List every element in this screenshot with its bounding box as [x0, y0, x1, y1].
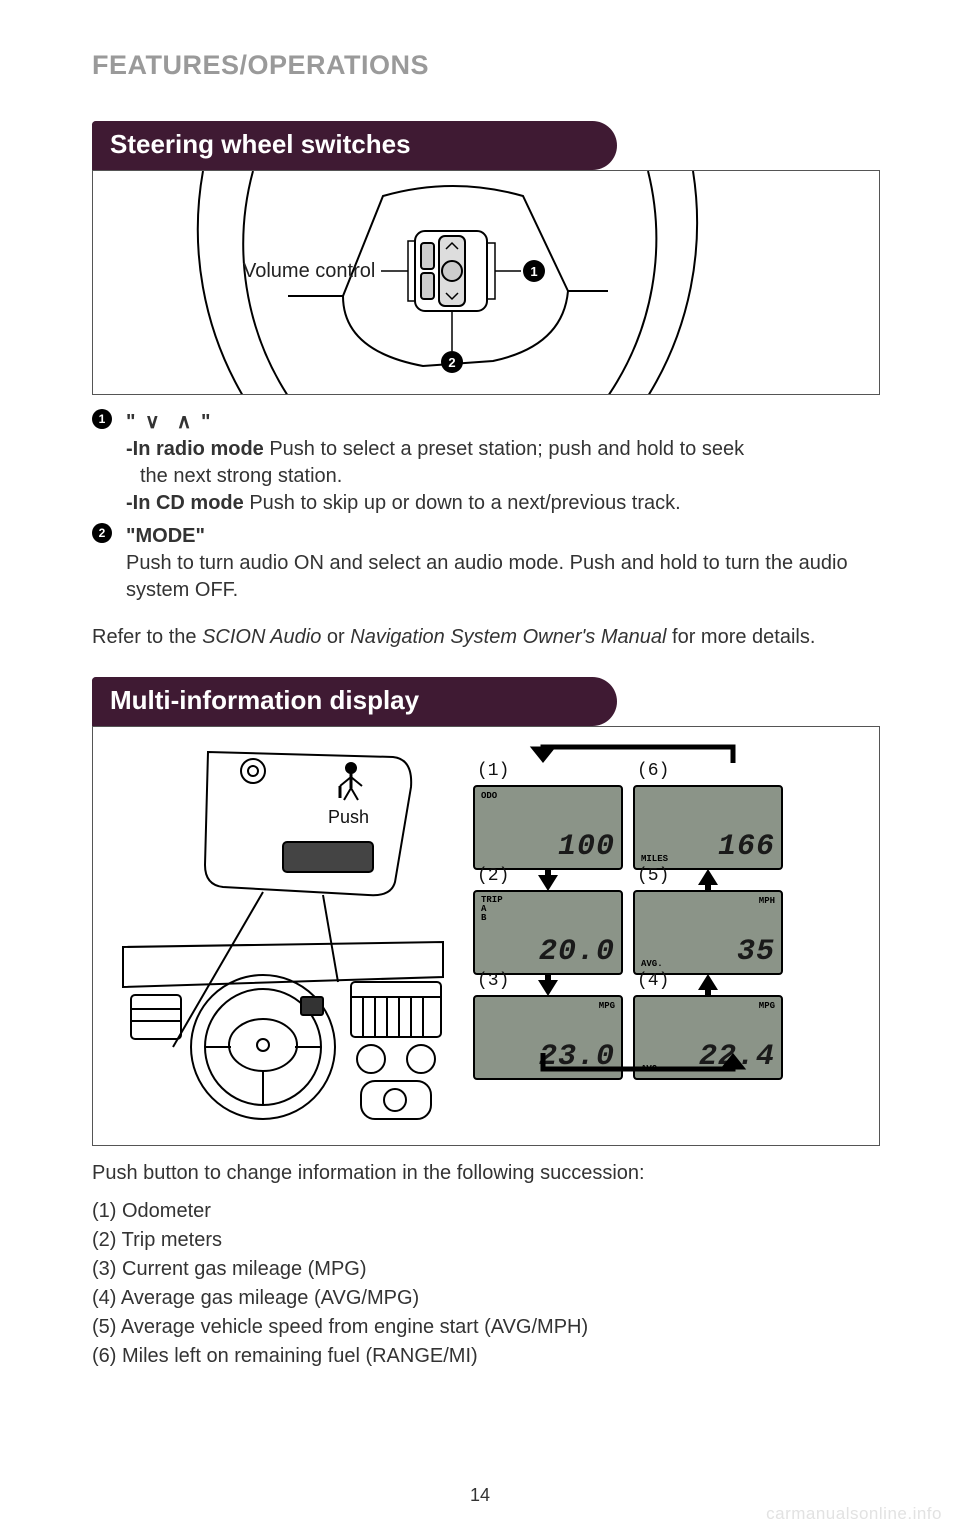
arrow-2-3 — [533, 974, 563, 996]
figure-steering-wheel: Volume control 1 2 — [92, 170, 880, 395]
lcd-label-4: (4) — [637, 971, 669, 991]
lcd-1: (1) ODO 100 — [473, 785, 623, 870]
arrow-4-5 — [693, 974, 723, 996]
lcd-6: (6) 166 MILES — [633, 785, 783, 870]
lcd-2: (2) TRIP A B 20.0 — [473, 890, 623, 975]
section1-body: 1 " ∨ ∧ " -In radio mode Push to select … — [92, 409, 880, 651]
lcd-label-2: (2) — [477, 866, 509, 886]
cd-mode-label: -In CD mode — [126, 492, 249, 514]
lcd-4: (4) MPG 22.4 AVG. — [633, 995, 783, 1080]
callout-2: 2 — [441, 351, 463, 373]
lcd-label-5: (5) — [637, 866, 669, 886]
list-item: (2) Trip meters — [92, 1226, 880, 1255]
push-label: Push — [328, 807, 369, 828]
figure-multi-info: Push (1) ODO 100 (6) 166 — [92, 726, 880, 1146]
volume-control-label: Volume control — [243, 260, 375, 283]
mode-text: Push to turn audio ON and select an audi… — [126, 550, 880, 604]
bullet-2: 2 — [92, 523, 112, 543]
list-item: (5) Average vehicle speed from engine st… — [92, 1313, 880, 1342]
bullet-1: 1 — [92, 409, 112, 429]
push-icon — [336, 762, 366, 802]
watermark: carmanualsonline.info — [766, 1504, 942, 1524]
section-title-multi-info: Multi-information display — [92, 677, 617, 726]
list-item: (3) Current gas mileage (MPG) — [92, 1255, 880, 1284]
section2-intro: Push button to change information in the… — [92, 1160, 880, 1187]
steering-wheel-diagram — [93, 171, 879, 395]
list-item: (1) Odometer — [92, 1197, 880, 1226]
dashboard-diagram — [113, 737, 453, 1137]
arrow-1-2 — [533, 869, 563, 891]
lcd-label-6: (6) — [637, 761, 669, 781]
radio-mode-text-2: the next strong station. — [140, 463, 880, 490]
callout-1: 1 — [523, 260, 545, 282]
refer-text: Refer to the SCION Audio or Navigation S… — [92, 624, 880, 651]
arrow-5-6 — [693, 869, 723, 891]
radio-mode-text: Push to select a preset station; push an… — [269, 438, 744, 460]
section-title-steering: Steering wheel switches — [92, 121, 617, 170]
page-number: 14 — [470, 1485, 490, 1506]
lcd-3: (3) MPG 23.0 — [473, 995, 623, 1080]
list-item: (6) Miles left on remaining fuel (RANGE/… — [92, 1342, 880, 1371]
page-header: FEATURES/OPERATIONS — [92, 50, 880, 81]
succession-list: (1) Odometer (2) Trip meters (3) Current… — [92, 1197, 880, 1371]
radio-mode-label: -In radio mode — [126, 438, 269, 460]
cd-mode-text: Push to skip up or down to a next/previo… — [249, 492, 680, 514]
lcd-5: (5) MPH 35 AVG. — [633, 890, 783, 975]
lcd-label-1: (1) — [477, 761, 509, 781]
lcd-label-3: (3) — [477, 971, 509, 991]
mode-title: "MODE" — [126, 523, 880, 550]
list-item: (4) Average gas mileage (AVG/MPG) — [92, 1284, 880, 1313]
